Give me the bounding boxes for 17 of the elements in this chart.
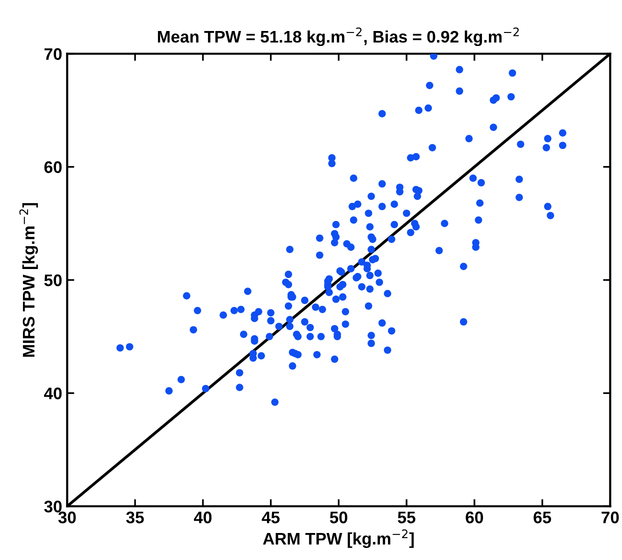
x-tick-label: 55 bbox=[398, 512, 416, 524]
chart-title: Mean TPW = 51.18 kg.m$^{−2}$, Bias = 0.92 kg.m$^{−2}$ bbox=[158, 27, 519, 46]
x-tick-label: 70 bbox=[602, 512, 619, 524]
y-tick-label: 40 bbox=[44, 388, 62, 400]
x-tick-label: 50 bbox=[330, 512, 348, 524]
x-tick-label: 30 bbox=[58, 512, 76, 524]
y-tick-label: 70 bbox=[44, 48, 62, 60]
y-axis-title: MIRS TPW [kg.m$^{−2}$] bbox=[19, 203, 38, 357]
x-tick-label: 40 bbox=[194, 512, 212, 524]
x-axis-title: ARM TPW [kg.m$^{−2}$] bbox=[263, 529, 414, 548]
y-tick-label: 30 bbox=[44, 500, 62, 512]
y-tick-label: 50 bbox=[44, 274, 62, 286]
x-tick-label: 35 bbox=[126, 512, 144, 524]
x-tick-label: 65 bbox=[534, 512, 552, 524]
x-tick-label: 60 bbox=[466, 512, 484, 524]
x-tick-label: 45 bbox=[262, 512, 280, 524]
y-tick-label: 60 bbox=[44, 161, 62, 174]
